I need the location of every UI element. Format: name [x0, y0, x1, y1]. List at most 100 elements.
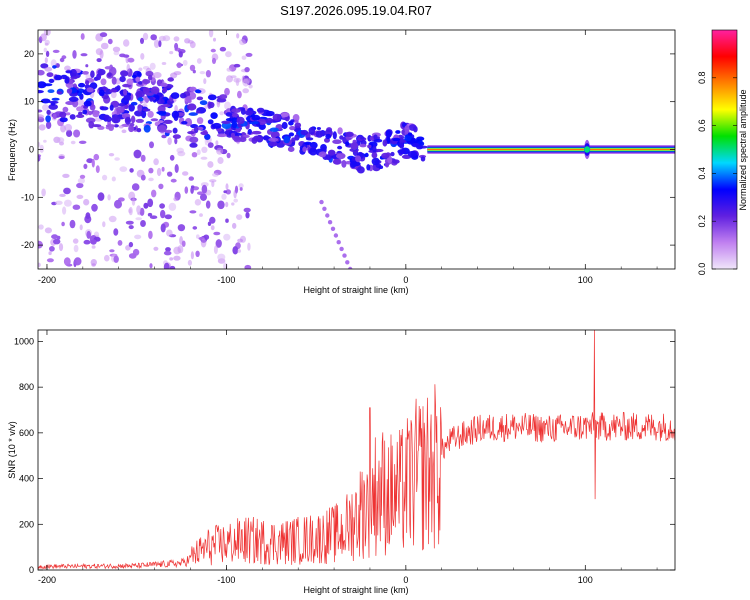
noise-blob	[148, 230, 153, 240]
noise-blob	[121, 129, 127, 134]
noise-blob	[225, 189, 231, 195]
ridge-blob	[167, 77, 174, 82]
ridge-blob	[86, 87, 94, 93]
noise-blob	[107, 38, 113, 45]
ridge-blob	[162, 87, 168, 93]
ridge-blob	[145, 92, 154, 96]
ridge-blob	[78, 82, 86, 88]
ridge-blob	[163, 119, 173, 124]
noise-blob	[219, 111, 224, 116]
ridge-blob	[65, 112, 71, 116]
noise-blob	[161, 62, 167, 65]
ridge-blob	[150, 118, 159, 122]
ridge-blob	[137, 97, 144, 102]
noise-blob	[170, 178, 177, 183]
noise-blob	[113, 50, 120, 56]
noise-blob	[140, 53, 145, 60]
noise-blob	[181, 240, 186, 247]
noise-blob	[169, 257, 174, 261]
noise-blob	[166, 229, 173, 237]
noise-blob	[190, 185, 195, 189]
noise-blob	[38, 262, 41, 268]
noise-blob	[182, 59, 188, 66]
noise-blob	[238, 183, 244, 189]
noise-blob	[54, 200, 63, 205]
noise-blob	[226, 75, 233, 83]
noise-blob	[245, 52, 253, 57]
noise-blob	[97, 192, 105, 201]
noise-blob	[107, 194, 111, 201]
ridge-blob	[197, 126, 204, 131]
spectrogram-ylabel: Frequency (Hz)	[7, 119, 17, 181]
noise-blob	[128, 241, 134, 248]
y-tick-label: 20	[24, 49, 34, 59]
noise-blob	[58, 155, 65, 159]
noise-blob	[53, 238, 61, 245]
noise-blob	[77, 177, 85, 184]
noise-blob	[112, 46, 121, 53]
ridge-blob	[207, 142, 214, 149]
noise-blob	[209, 179, 217, 183]
ridge-blob	[157, 105, 166, 113]
ridge-blob	[219, 94, 228, 100]
ridge-blob	[378, 165, 384, 169]
noise-blob	[210, 48, 216, 53]
noise-blob	[91, 245, 96, 249]
ridge-blob	[124, 116, 131, 125]
noise-blob	[212, 172, 219, 177]
noise-blob	[200, 193, 207, 201]
ridge-blob	[142, 79, 151, 85]
noise-blob	[45, 50, 50, 58]
ridge-blob	[225, 112, 233, 117]
noise-blob	[223, 233, 231, 241]
noise-blob	[205, 200, 211, 209]
noise-blob	[104, 254, 110, 262]
noise-blob	[174, 137, 178, 145]
ridge-blob	[318, 151, 327, 158]
ridge-blob	[384, 162, 390, 168]
noise-blob	[90, 239, 97, 245]
ridge-blob	[62, 106, 69, 113]
ridge-blob	[128, 104, 135, 112]
noise-blob	[173, 255, 181, 261]
ridge-blob	[332, 139, 342, 144]
noise-blob	[237, 90, 242, 99]
noise-blob	[131, 183, 140, 191]
noise-blob	[173, 197, 178, 202]
ridge-blob	[207, 119, 214, 125]
noise-blob	[99, 32, 108, 38]
noise-blob	[196, 149, 201, 156]
noise-blob	[80, 33, 85, 40]
noise-blob	[173, 246, 181, 255]
noise-blob	[127, 57, 135, 63]
noise-blob	[140, 154, 146, 162]
figure-title: S197.2026.095.19.04.R07	[280, 3, 432, 18]
noise-blob	[168, 202, 177, 211]
ridge-blob	[78, 111, 83, 116]
ridge-blob	[253, 135, 261, 142]
noise-blob	[44, 227, 53, 234]
ridge-blob	[251, 130, 262, 135]
ridge-blob	[109, 104, 114, 111]
spectrogram-xlabel: Height of straight line (km)	[303, 285, 408, 295]
ridge-blob	[341, 160, 347, 168]
x-tick-label: 0	[403, 275, 408, 285]
ridge-blob	[107, 72, 112, 77]
colorbar: 0.0 0.2 0.4 0.6 0.8 Normalized spectral ampl…	[697, 29, 748, 275]
x-tick-label: -200	[38, 275, 56, 285]
ridge-blob	[244, 110, 254, 116]
tone-line	[427, 149, 675, 150]
noise-blob	[72, 238, 79, 244]
ridge-blob	[47, 89, 55, 93]
noise-blob	[113, 228, 119, 236]
noise-blob	[217, 200, 225, 210]
ridge-blob	[407, 150, 418, 158]
noise-blob	[224, 87, 230, 96]
ridge-blob	[236, 116, 245, 125]
noise-blob	[42, 104, 49, 111]
snr-ylabel: SNR (10 * v/v)	[7, 421, 17, 479]
ridge-blob	[381, 152, 390, 159]
noise-blob	[134, 234, 142, 240]
noise-blob	[73, 129, 81, 138]
